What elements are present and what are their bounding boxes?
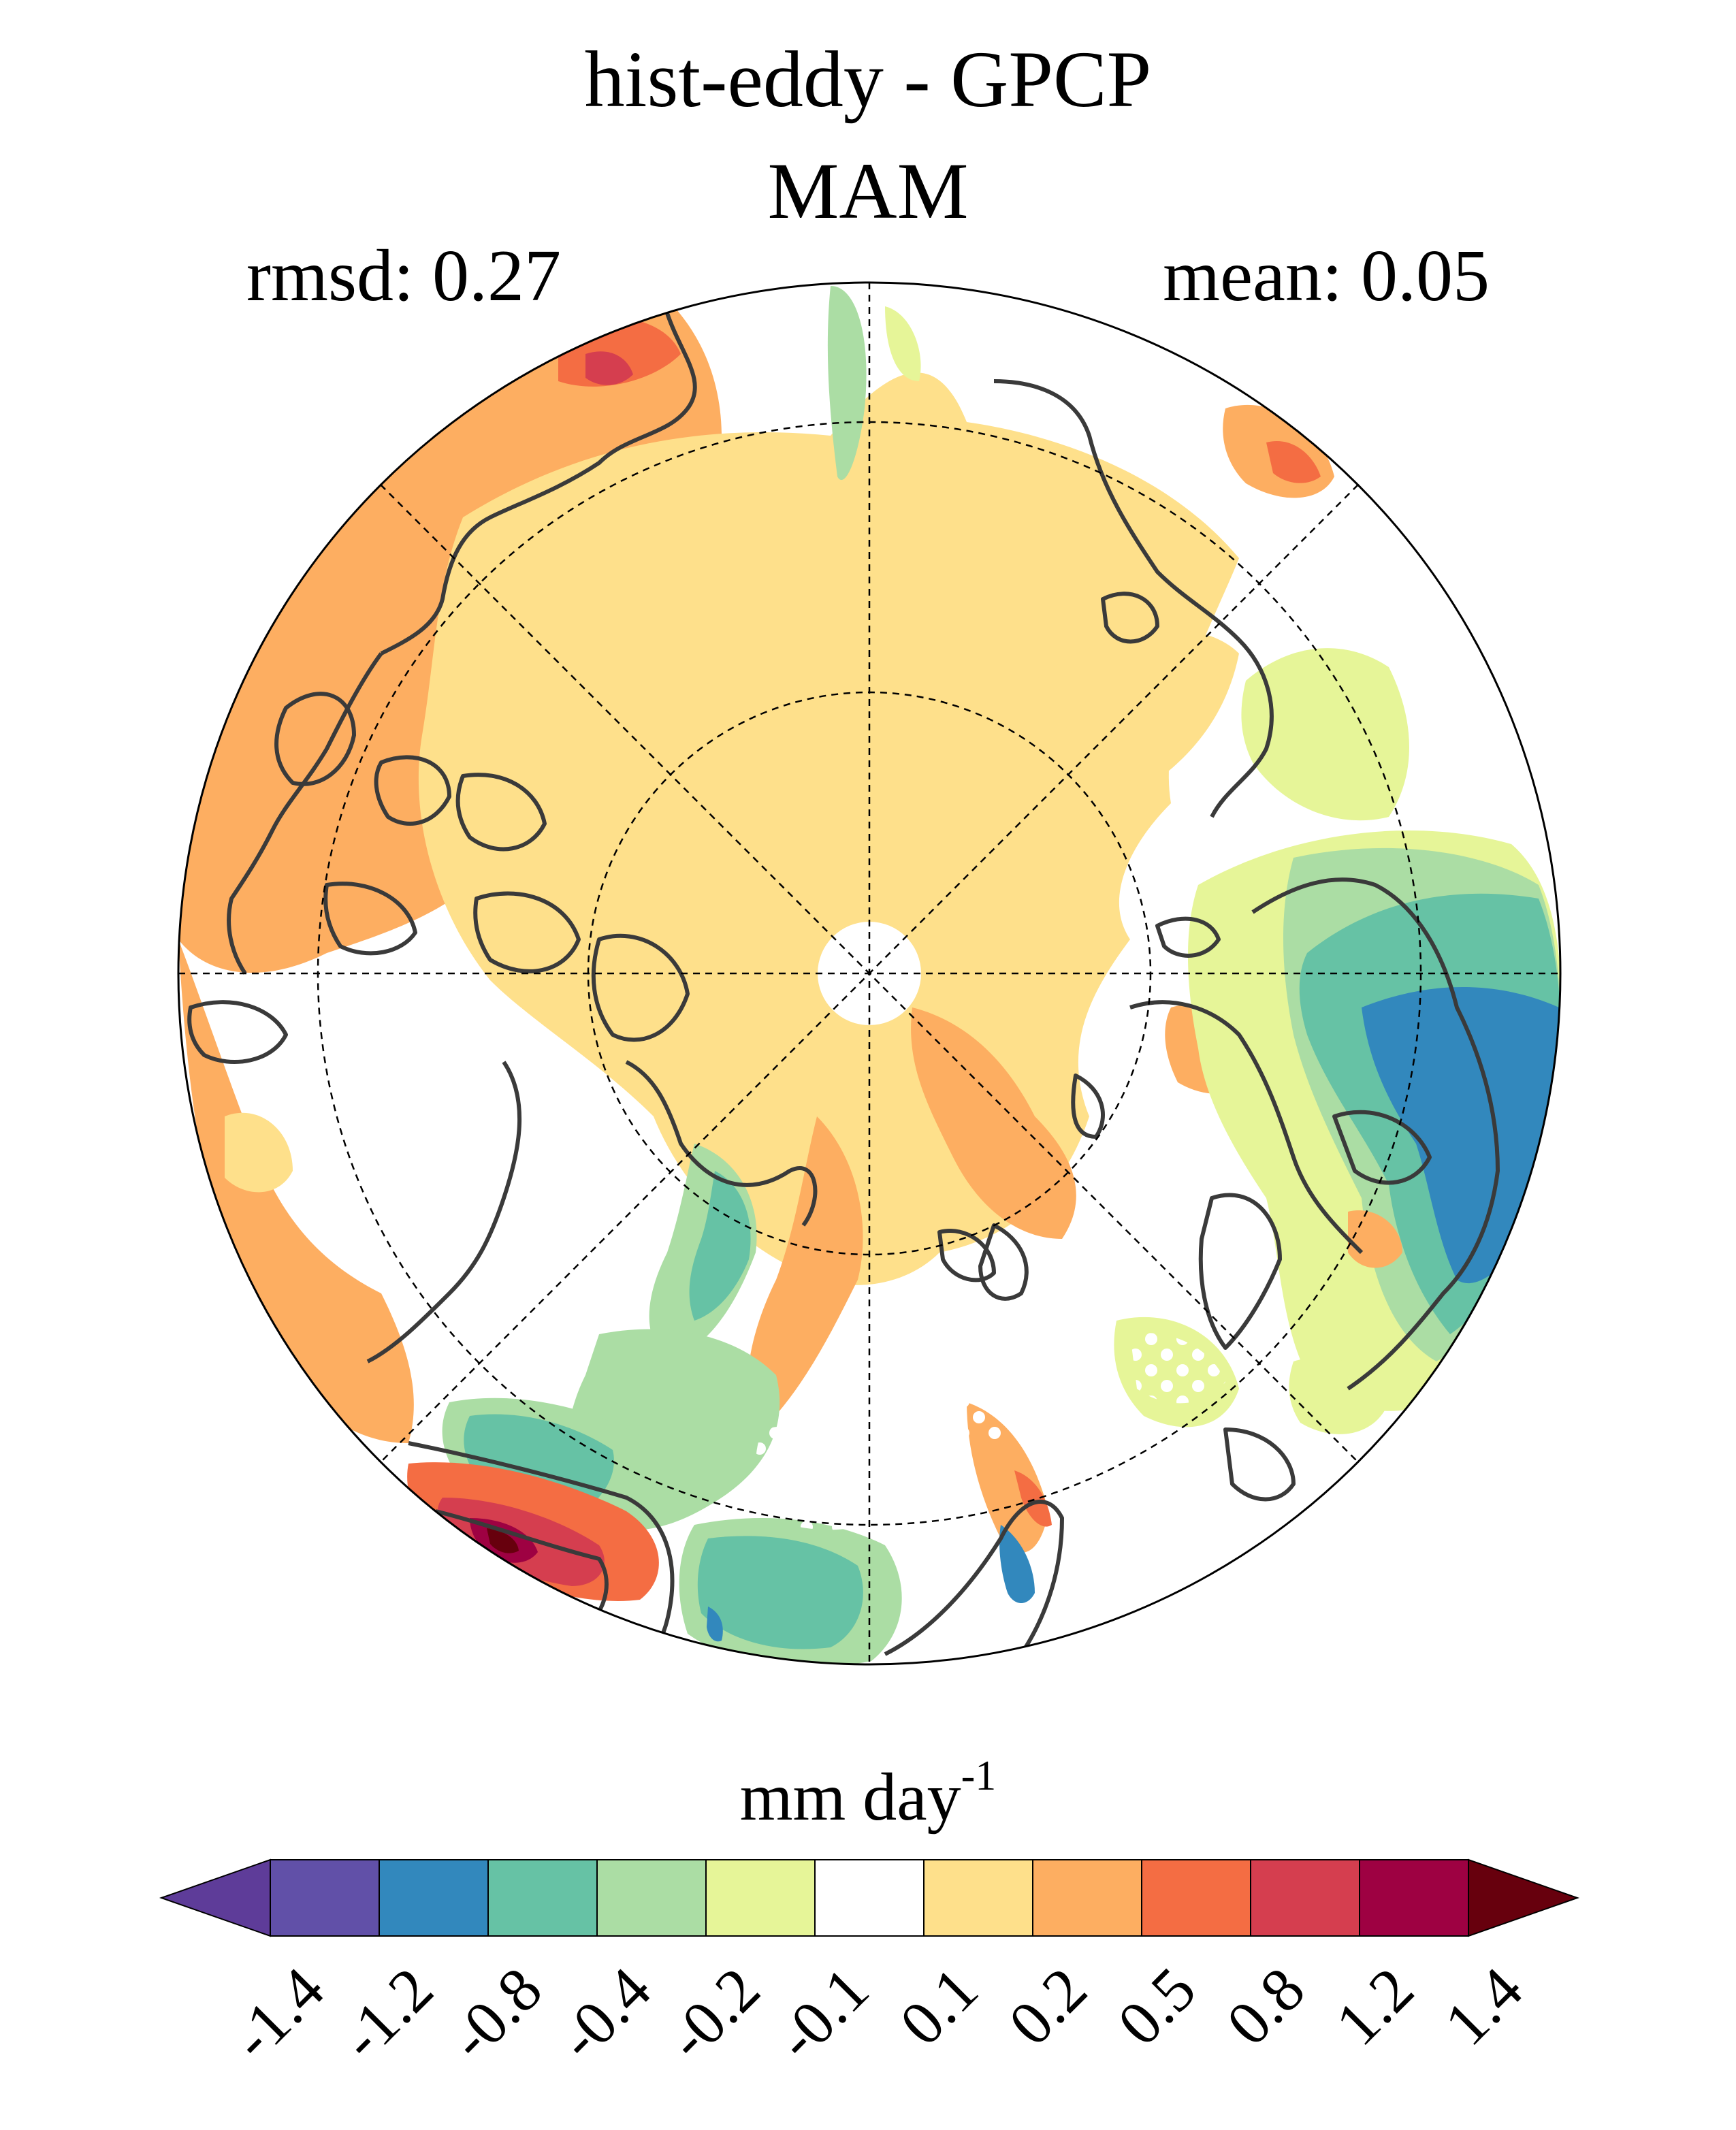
precip-anomaly-field: [178, 283, 1560, 1664]
rmsd-label: rmsd: 0.27: [246, 236, 562, 317]
colorbar-swatch: [1032, 1859, 1142, 1937]
mean-label: mean: 0.05: [1163, 236, 1490, 317]
colorbar-units: mm day-1: [739, 1753, 997, 1835]
colorbar-swatch: [487, 1859, 598, 1937]
colorbar-swatch: [814, 1859, 925, 1937]
colorbar-swatch: [1250, 1859, 1360, 1937]
colorbar-tick-label: 1.2: [1322, 1954, 1427, 2059]
colorbar-tick-label: -0.4: [545, 1954, 664, 2073]
colorbar-tick-label: 1.4: [1431, 1954, 1536, 2059]
polar-map: [177, 281, 1562, 1666]
map-border: [177, 281, 1562, 1666]
colorbar-extend-high: [1468, 1858, 1580, 1937]
colorbar-extend-low: [159, 1858, 271, 1937]
colorbar-tick-label: -0.1: [762, 1954, 882, 2073]
graticule: [178, 283, 1560, 1664]
colorbar-tick-label: -0.8: [436, 1954, 556, 2073]
colorbar-swatch: [705, 1859, 816, 1937]
colorbar-swatch: [270, 1859, 380, 1937]
colorbar-tick-label: -1.2: [327, 1954, 447, 2073]
colorbar-tick-label: 0.2: [995, 1954, 1100, 2059]
colorbar-swatch: [1359, 1859, 1469, 1937]
colorbar-tick-label: -0.2: [654, 1954, 773, 2073]
colorbar-tick-label: 0.1: [886, 1954, 991, 2059]
colorbar-tick-label: -1.4: [218, 1954, 338, 2073]
colorbar-tick-label: 0.5: [1104, 1954, 1209, 2059]
colorbar-tick-label: 0.8: [1213, 1954, 1318, 2059]
colorbar-swatch: [923, 1859, 1033, 1937]
colorbar-swatch: [596, 1859, 707, 1937]
colorbar-swatch: [379, 1859, 489, 1937]
season-subtitle: MAM: [767, 146, 969, 236]
map-title: hist-eddy - GPCP: [584, 35, 1152, 124]
coastlines: [187, 312, 1500, 1658]
colorbar-swatch: [1141, 1859, 1251, 1937]
